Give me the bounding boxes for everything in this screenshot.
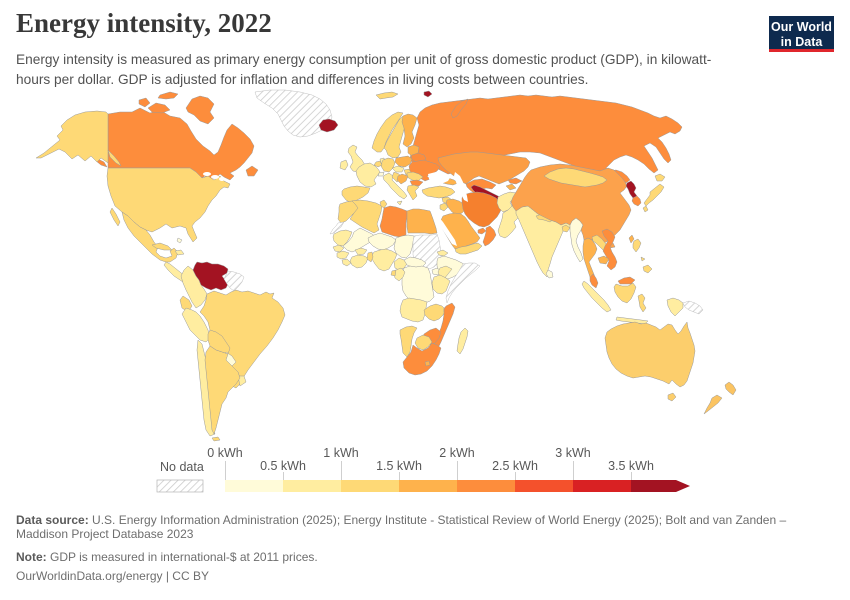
svg-text:0 kWh: 0 kWh <box>207 446 242 460</box>
svg-text:2.5 kWh: 2.5 kWh <box>492 459 538 473</box>
svg-text:1 kWh: 1 kWh <box>323 446 358 460</box>
svg-text:2 kWh: 2 kWh <box>439 446 474 460</box>
svg-text:1.5 kWh: 1.5 kWh <box>376 459 422 473</box>
svg-text:No data: No data <box>160 460 204 474</box>
svg-text:0.5 kWh: 0.5 kWh <box>260 459 306 473</box>
svg-text:3.5 kWh: 3.5 kWh <box>608 459 654 473</box>
svg-text:3 kWh: 3 kWh <box>555 446 590 460</box>
